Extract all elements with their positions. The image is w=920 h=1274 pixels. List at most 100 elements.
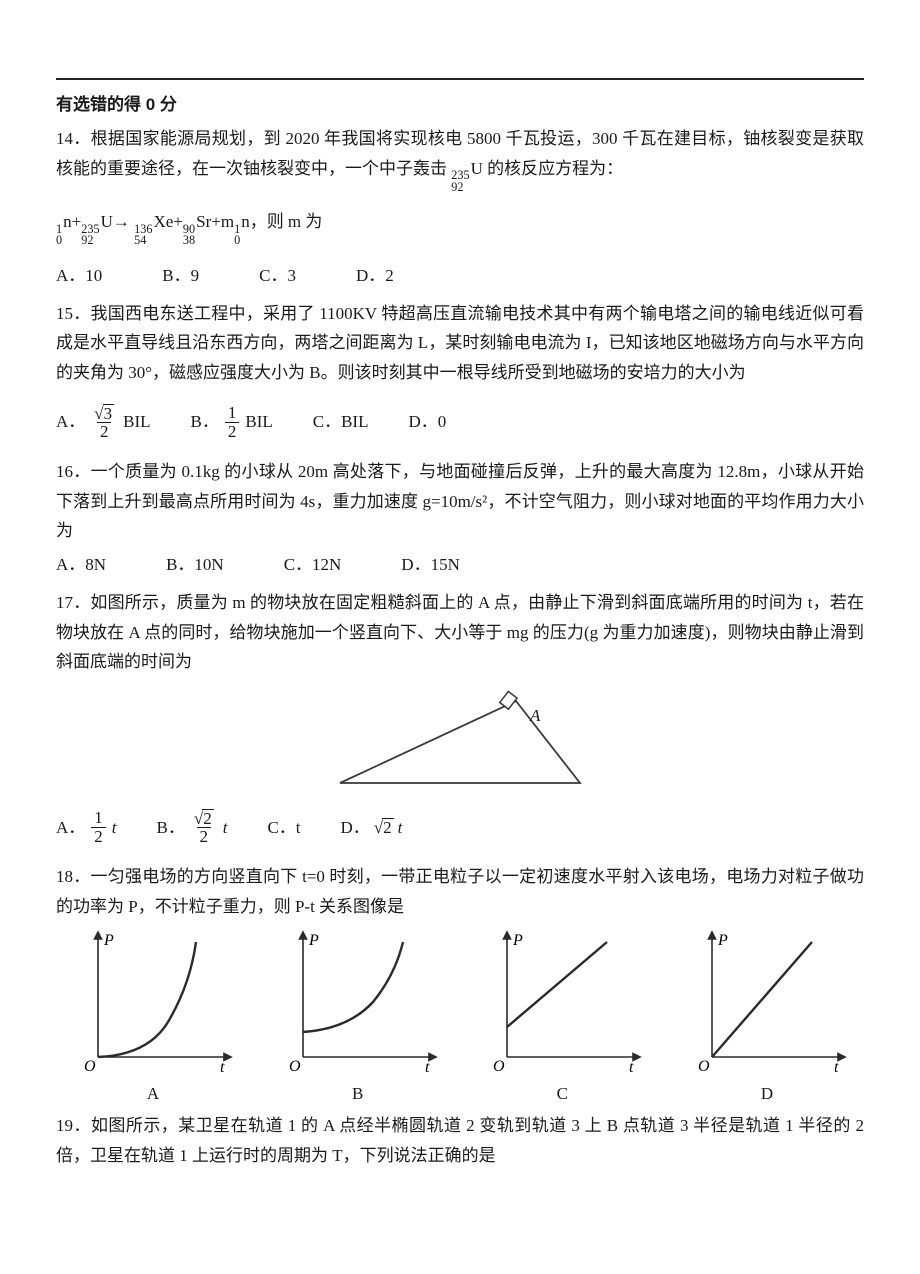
eqn-tail: 则 m 为 [267, 212, 323, 231]
q16-opt-b: B．10N [166, 550, 224, 580]
q17-b-frac: 2 2 [191, 809, 217, 846]
q15-opt-d: D．0 [408, 407, 446, 437]
eqn-arrow: → [113, 212, 130, 231]
q17-d-rad: 2 [382, 818, 394, 836]
q15-b-frac: 12 [225, 404, 240, 441]
q17-a-label: A． [56, 813, 85, 843]
q14-number: 14． [56, 129, 91, 148]
exam-page: 有选错的得 0 分 14．根据国家能源局规划，到 2020 年我国将实现核电 5… [0, 0, 920, 1235]
q17-a-t: t [112, 813, 117, 843]
graph-b-label: B [352, 1079, 363, 1109]
eqn-Xe-sub: 54 [134, 235, 152, 247]
line-d [712, 942, 812, 1057]
q18-graph-c: P t O C [465, 927, 659, 1109]
q15-options: A． 3 2 BIL B． 12 BIL C．BIL D．0 [56, 404, 864, 441]
graph-d-svg: P t O [682, 927, 852, 1077]
q15-text: 我国西电东送工程中，采用了 1100KV 特超高压直流输电技术其中有两个输电塔之… [56, 304, 864, 383]
q17-b-t: t [223, 813, 228, 843]
q19-number: 19． [56, 1116, 91, 1135]
q18-graph-row: P t O A P t O B P [56, 927, 864, 1109]
curve-a [98, 942, 196, 1057]
top-rule [56, 78, 864, 80]
q17-opt-a: A． 12 t [56, 809, 117, 846]
ylabel: P [512, 932, 523, 949]
xlabel: t [629, 1059, 634, 1076]
q15-opt-a: A． 3 2 BIL [56, 404, 151, 441]
q18-graph-a: P t O A [56, 927, 250, 1109]
eqn-n2-sym: n [241, 212, 250, 231]
q18-text: 一匀强电场的方向竖直向下 t=0 时刻，一带正电粒子以一定初速度水平射入该电场，… [56, 867, 864, 916]
graph-c-label: C [557, 1079, 568, 1109]
graph-a-label: A [147, 1079, 159, 1109]
eqn-n2-sub: 0 [234, 235, 240, 247]
eqn-n2-pre: 10 [234, 224, 240, 247]
q17-stem: 17．如图所示，质量为 m 的物块放在固定粗糙斜面上的 A 点，由静止下滑到斜面… [56, 588, 864, 677]
q15-b-label: B． [191, 407, 219, 437]
eqn-Sr-sub: 38 [183, 235, 195, 247]
graph-a-svg: P t O [68, 927, 238, 1077]
q17-a-frac: 12 [91, 809, 106, 846]
q14-iso-prefix: 23592 [451, 170, 469, 193]
ylabel: P [717, 932, 728, 949]
ylabel: P [103, 932, 114, 949]
q14-opt-b: B．9 [162, 261, 199, 291]
line-c [507, 942, 607, 1027]
q16-options: A．8N B．10N C．12N D．15N [56, 550, 864, 580]
q18-graph-b: P t O B [261, 927, 455, 1109]
xlabel: t [834, 1059, 839, 1076]
q17-d-t: t [398, 813, 403, 843]
q19-stem: 19．如图所示，某卫星在轨道 1 的 A 点经半椭圆轨道 2 变轨到轨道 3 上… [56, 1111, 864, 1171]
point-A-label: A [529, 706, 541, 725]
q17-d-label: D． [341, 813, 370, 843]
q16-stem: 16．一个质量为 0.1kg 的小球从 20m 高处落下，与地面碰撞后反弹，上升… [56, 457, 864, 546]
origin: O [698, 1058, 710, 1075]
q15-stem: 15．我国西电东送工程中，采用了 1100KV 特超高压直流输电技术其中有两个输… [56, 299, 864, 388]
q17-opt-b: B． 2 2 t [157, 809, 228, 846]
q15-opt-c: C．BIL [313, 407, 369, 437]
eqn-n1-pre: 10 [56, 224, 62, 247]
eqn-plus-1: + [72, 212, 82, 231]
q17-d-sqrt: 2 [374, 818, 394, 836]
eqn-comma: ， [250, 212, 267, 231]
q17-opt-c: C．t [267, 813, 300, 843]
eqn-Xe-sym: Xe [153, 212, 173, 231]
eqn-U-pre: 23592 [81, 224, 99, 247]
q17-diagram: A [56, 683, 864, 793]
curve-b [303, 942, 403, 1032]
q18-graph-d: P t O D [670, 927, 864, 1109]
eqn-Sr-sym: Sr [196, 212, 211, 231]
q14-text-b: 的核反应方程为： [483, 159, 623, 178]
eqn-plus-3: +m [211, 212, 234, 231]
graph-d-label: D [761, 1079, 773, 1109]
q16-opt-c: C．12N [284, 550, 342, 580]
q16-opt-d: D．15N [401, 550, 460, 580]
origin: O [84, 1058, 96, 1075]
q17-options: A． 12 t B． 2 2 t C．t D． 2t [56, 809, 864, 846]
incline-svg: A [330, 683, 590, 793]
eqn-U-sym: U [101, 212, 113, 231]
eqn-Sr-pre: 9038 [183, 224, 195, 247]
q16-text: 一个质量为 0.1kg 的小球从 20m 高处落下，与地面碰撞后反弹，上升的最大… [56, 462, 864, 541]
q15-a-frac: 3 2 [91, 404, 117, 441]
q14-iso-sub: 92 [451, 182, 469, 194]
xlabel: t [425, 1059, 430, 1076]
eqn-Xe-pre: 13654 [134, 224, 152, 247]
q17-b-label: B． [157, 813, 185, 843]
q14-opt-d: D．2 [356, 261, 394, 291]
q14-opt-c: C．3 [259, 261, 296, 291]
eqn-U-sub: 92 [81, 235, 99, 247]
q15-a-tail: BIL [123, 407, 150, 437]
q14-stem: 14．根据国家能源局规划，到 2020 年我国将实现核电 5800 千瓦投运，3… [56, 124, 864, 193]
eqn-n1-sub: 0 [56, 235, 62, 247]
q14-opt-a: A．10 [56, 261, 102, 291]
origin: O [493, 1058, 505, 1075]
q14-options: A．10 B．9 C．3 D．2 [56, 261, 864, 291]
xlabel: t [220, 1059, 225, 1076]
q17-text: 如图所示，质量为 m 的物块放在固定粗糙斜面上的 A 点，由静止下滑到斜面底端所… [56, 593, 864, 672]
q14-equation: 10n+23592U→ 13654Xe+9038Sr+m10n，则 m 为 [56, 207, 864, 247]
q16-opt-a: A．8N [56, 550, 106, 580]
incline-triangle [340, 701, 580, 783]
eqn-plus-2: + [173, 212, 183, 231]
eqn-n1-sym: n [63, 212, 72, 231]
q14-iso-sym: U [471, 159, 483, 178]
